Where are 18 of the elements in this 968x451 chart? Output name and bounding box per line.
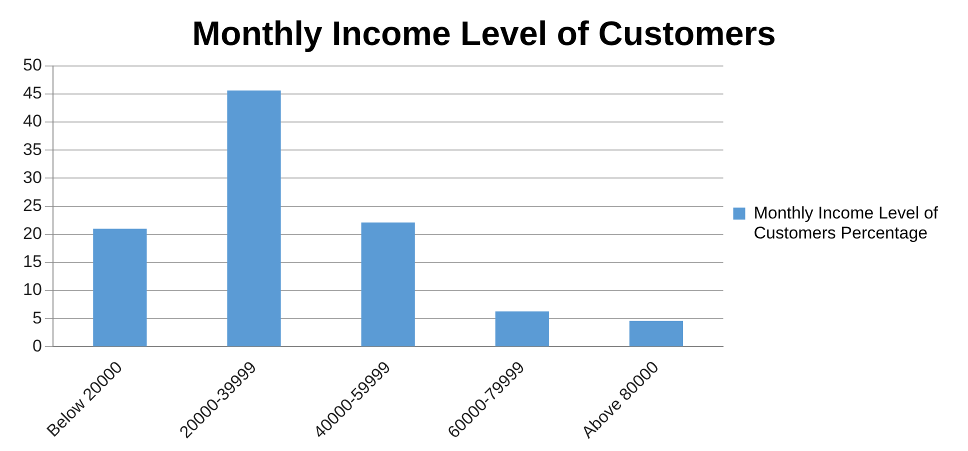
y-tick-label: 0	[32, 336, 42, 356]
y-tick-label: 30	[22, 168, 42, 187]
y-tick-label: 5	[32, 308, 42, 328]
bar	[361, 222, 415, 346]
bar	[227, 90, 281, 346]
y-tick-label: 15	[22, 252, 42, 272]
y-tick-label: 20	[22, 224, 42, 244]
y-tick-label: 10	[22, 280, 42, 300]
bar	[93, 228, 147, 346]
y-tick-label: 25	[22, 196, 42, 215]
y-tick-label: 40	[22, 112, 42, 131]
y-tick-label: 35	[22, 140, 42, 159]
bar	[629, 320, 684, 346]
legend-label: Monthly Income Level of Customers Percentage	[754, 203, 938, 243]
chart-title: Monthly Income Level of Customers	[192, 14, 776, 53]
y-tick-label: 45	[22, 84, 42, 103]
bar	[495, 311, 549, 346]
y-tick-label: 50	[22, 55, 42, 74]
